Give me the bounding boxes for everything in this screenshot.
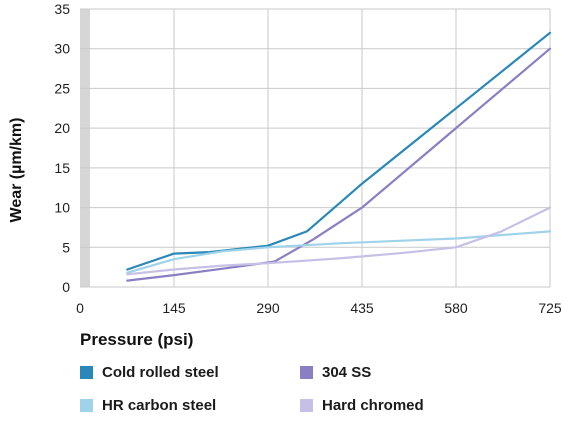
legend-swatch	[300, 366, 313, 379]
x-tick-label: 580	[444, 300, 468, 316]
x-tick-label: 435	[350, 300, 374, 316]
x-tick-label: 725	[538, 300, 562, 316]
legend-item: Hard chromed	[300, 397, 500, 414]
legend-label: Hard chromed	[322, 397, 424, 414]
y-tick-label: 20	[54, 120, 70, 136]
legend-label: Cold rolled steel	[102, 364, 219, 381]
y-tick-label: 30	[54, 41, 70, 57]
legend-swatch	[80, 399, 93, 412]
x-tick-label: 290	[256, 300, 280, 316]
series-line-0	[126, 31, 552, 271]
y-tick-labels: 0 5 10 15 20 25 30 35	[54, 1, 70, 295]
y-tick-label: 35	[54, 1, 70, 17]
legend-item: 304 SS	[300, 364, 500, 381]
x-tick-labels: 0 145 290 435 580 725	[76, 300, 562, 316]
legend-item: Cold rolled steel	[80, 364, 300, 381]
series-line-3	[126, 206, 552, 276]
series-line-1	[126, 47, 552, 282]
grid-lines	[80, 8, 551, 288]
y-tick-label: 10	[54, 200, 70, 216]
x-axis-label: Pressure (psi)	[80, 330, 194, 349]
y-tick-label: 25	[54, 80, 70, 96]
x-tick-label: 0	[76, 300, 84, 316]
series-line-2	[126, 230, 552, 274]
legend-label: HR carbon steel	[102, 397, 217, 414]
series-lines	[126, 31, 552, 282]
legend-item: HR carbon steel	[80, 397, 300, 414]
legend-swatch	[80, 366, 93, 379]
y-tick-label: 0	[62, 279, 70, 295]
wear-chart: 0 145 290 435 580 725 0 5 10 15 20 25 30 35 Wear (µm…	[8, 1, 562, 316]
legend-label: 304 SS	[322, 364, 372, 381]
y-axis-label: Wear (µm/km)	[8, 118, 25, 223]
y-tick-label: 15	[54, 160, 70, 176]
plot-left-band	[80, 9, 90, 287]
x-tick-label: 145	[162, 300, 186, 316]
y-tick-label: 5	[62, 239, 70, 255]
legend-swatch	[300, 399, 313, 412]
legend: Cold rolled steel 304 SS HR carbon steel Ha…	[80, 364, 500, 414]
